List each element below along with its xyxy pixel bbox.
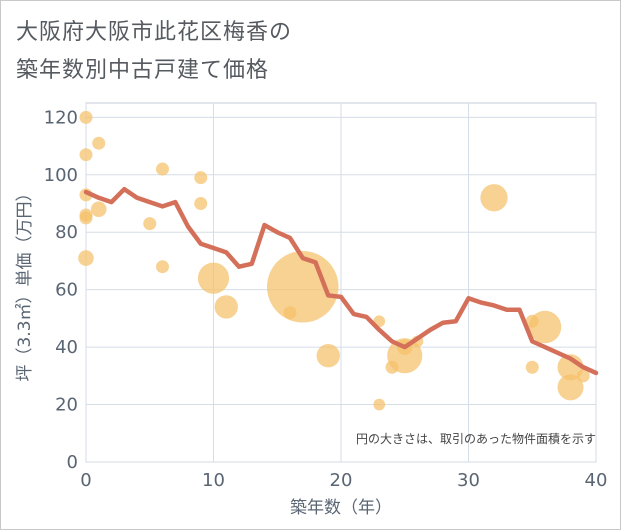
y-tick-label: 0 bbox=[67, 452, 78, 473]
scatter-point bbox=[143, 217, 157, 231]
scatter-point bbox=[576, 369, 590, 383]
y-axis-label: 坪（3.3㎡）単価（万円） bbox=[15, 184, 35, 381]
scatter-point bbox=[267, 251, 339, 323]
scatter-point bbox=[557, 374, 584, 401]
scatter-point bbox=[194, 197, 208, 211]
gridlines bbox=[85, 103, 597, 463]
chart-title-line-2: 築年数別中古戸建て価格 bbox=[16, 58, 270, 83]
scatter-point bbox=[79, 148, 93, 162]
chart-title-line-1: 大阪府大阪市此花区梅香の bbox=[16, 20, 293, 45]
x-tick-label: 20 bbox=[330, 470, 353, 491]
scatter-point bbox=[373, 398, 386, 411]
x-axis-label: 築年数（年） bbox=[290, 498, 392, 518]
y-tick-label: 40 bbox=[55, 337, 78, 358]
scatter-point bbox=[525, 360, 539, 374]
average-line-layer bbox=[83, 186, 599, 376]
bubble-layer bbox=[78, 110, 590, 411]
scatter-point bbox=[480, 184, 508, 212]
scatter-point bbox=[156, 260, 169, 274]
y-tick-label: 120 bbox=[44, 107, 78, 128]
scatter-point bbox=[79, 211, 93, 225]
scatter-point bbox=[78, 250, 94, 266]
x-tick-label: 0 bbox=[80, 470, 91, 491]
scatter-point bbox=[214, 295, 238, 319]
scatter-point bbox=[528, 310, 562, 344]
scatter-point bbox=[79, 110, 93, 124]
scatter-point bbox=[387, 338, 423, 374]
average-price-line bbox=[83, 186, 599, 376]
scatter-point bbox=[90, 201, 107, 218]
x-tick-label: 40 bbox=[585, 470, 608, 491]
scatter-point bbox=[197, 262, 230, 294]
scatter-point bbox=[92, 136, 106, 150]
y-tick-label: 100 bbox=[44, 165, 78, 186]
scatter-point bbox=[194, 171, 208, 185]
x-tick-label: 10 bbox=[202, 470, 225, 491]
y-tick-label: 60 bbox=[55, 280, 78, 301]
x-tick-label: 30 bbox=[457, 470, 480, 491]
size-legend-note: 円の大きさは、取引のあった物件面積を示す bbox=[356, 431, 596, 446]
tick-labels: 0 20 40 60 80 100 120 0 10 20 30 40 bbox=[44, 107, 608, 491]
y-tick-label: 20 bbox=[55, 395, 78, 416]
scatter-point bbox=[316, 344, 340, 368]
scatter-point bbox=[156, 162, 169, 176]
y-tick-label: 80 bbox=[55, 222, 78, 243]
